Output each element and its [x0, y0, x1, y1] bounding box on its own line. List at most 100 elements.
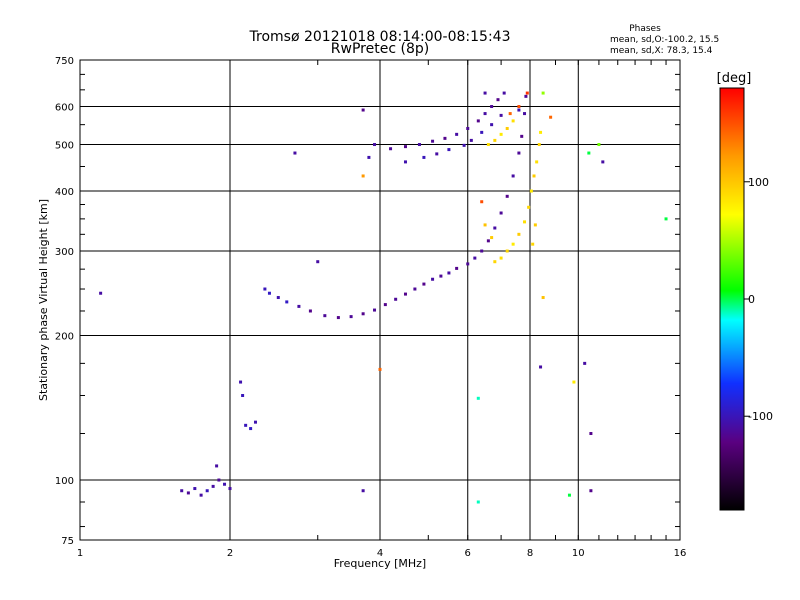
data-point [589, 432, 593, 436]
data-point [483, 223, 487, 227]
data-point [532, 174, 536, 178]
data-point [525, 91, 529, 95]
x-tick-label: 16 [674, 548, 687, 559]
grid-lines [80, 60, 680, 540]
data-point [383, 303, 387, 307]
data-point [267, 291, 271, 295]
data-point [323, 314, 327, 318]
y-tick-label: 600 [55, 103, 74, 114]
data-point [499, 132, 503, 136]
data-point [373, 143, 377, 147]
data-point [389, 147, 393, 151]
data-point [249, 427, 253, 431]
data-point [263, 287, 267, 291]
stats-x: mean, sd,X: 78.3, 15.4 [610, 46, 713, 56]
data-point [180, 489, 184, 493]
y-tick-label: 200 [55, 332, 74, 343]
data-point [285, 300, 289, 304]
data-point [597, 143, 601, 147]
data-point [505, 194, 509, 198]
data-point [499, 113, 503, 117]
data-point [486, 143, 490, 147]
stats-o: mean, sd,O:-100.2, 15.5 [610, 35, 719, 45]
data-point [239, 380, 243, 384]
data-point [361, 312, 365, 316]
data-point [524, 94, 528, 98]
colorbar [719, 87, 745, 511]
data-point [529, 189, 533, 193]
data-point [480, 249, 484, 253]
data-point [422, 155, 426, 159]
x-tick-label: 4 [377, 548, 383, 559]
data-point [549, 115, 553, 119]
data-point [403, 160, 407, 164]
data-point [517, 105, 521, 109]
data-point [499, 256, 503, 260]
data-point [486, 239, 490, 243]
data-point [511, 174, 515, 178]
y-tick-label: 75 [61, 536, 74, 547]
plot-frame [79, 59, 681, 541]
data-point [394, 297, 398, 301]
data-point [466, 262, 470, 266]
data-point [473, 256, 477, 260]
data-point [539, 130, 543, 134]
colorbar-tick-label: 0 [748, 293, 755, 306]
data-point [361, 108, 365, 112]
data-point [533, 223, 537, 227]
data-point [293, 151, 297, 155]
data-point [431, 277, 435, 281]
data-point [367, 155, 371, 159]
data-point [417, 143, 421, 147]
y-tick-label: 100 [55, 476, 74, 487]
data-point [583, 361, 587, 365]
data-point [601, 160, 605, 164]
data-point [517, 232, 521, 236]
data-point [316, 260, 320, 264]
data-point [297, 304, 301, 308]
data-point [496, 98, 500, 102]
data-point [455, 266, 459, 270]
x-tick-label: 1 [77, 548, 83, 559]
data-point [502, 91, 506, 95]
y-axis-label: Stationary phase Virtual Height [km] [37, 199, 50, 401]
data-point [523, 220, 527, 224]
data-point [223, 482, 227, 486]
x-tick-label: 10 [572, 548, 585, 559]
data-point [567, 493, 571, 497]
data-point [480, 200, 484, 204]
data-point [589, 489, 593, 493]
data-point [476, 119, 480, 123]
data-point [517, 108, 521, 112]
data-point [541, 296, 545, 300]
data-point [466, 126, 470, 130]
data-point [349, 315, 353, 319]
data-point [373, 308, 377, 312]
chart-title: Tromsø 20121018 08:14:00-08:15:43 [249, 29, 511, 45]
data-point [539, 365, 543, 369]
data-point [480, 130, 484, 134]
data-point [403, 292, 407, 296]
colorbar-ticks: 100 0 -100 [744, 176, 773, 423]
data-point [244, 423, 248, 427]
data-point [228, 487, 232, 491]
data-point [361, 174, 365, 178]
colorbar-tick-label: 100 [748, 176, 769, 189]
data-point [378, 367, 382, 371]
x-tick-label: 6 [465, 548, 471, 559]
data-point [211, 484, 215, 488]
chart-subtitle: RwPretec (8p) [331, 41, 429, 57]
y-tick-label: 500 [55, 141, 74, 152]
data-point [435, 152, 439, 156]
data-point [413, 287, 417, 291]
data-point [205, 489, 209, 493]
data-point [455, 132, 459, 136]
data-point [483, 91, 487, 95]
data-point [443, 136, 447, 140]
data-point [241, 394, 245, 398]
x-tick-label: 2 [227, 548, 233, 559]
data-point [517, 151, 521, 155]
data-point [476, 500, 480, 504]
data-point [483, 112, 487, 116]
data-point [490, 123, 494, 127]
